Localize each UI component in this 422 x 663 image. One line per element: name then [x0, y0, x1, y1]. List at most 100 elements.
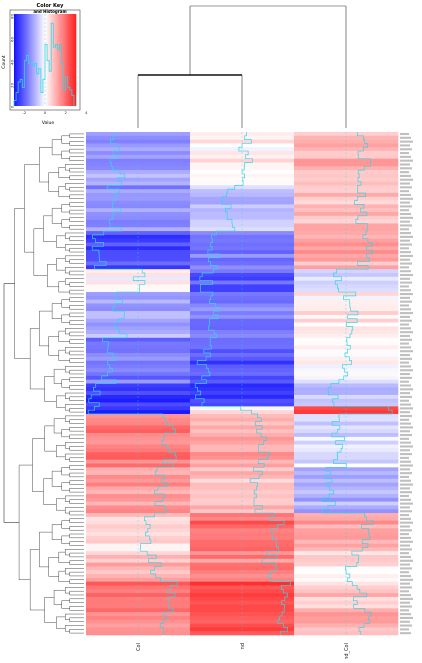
heatmap-cell [190, 177, 295, 182]
row-label-mark [400, 590, 409, 593]
row-label-mark [400, 171, 409, 174]
row-label-mark [400, 323, 409, 326]
heatmap-cell [86, 452, 191, 457]
row-label-mark [400, 144, 410, 147]
heatmap-cell [294, 261, 399, 266]
heatmap-cell [86, 192, 191, 198]
heatmap-cell [190, 341, 295, 346]
color-key-swatch [32, 14, 34, 106]
row-label-mark [400, 464, 413, 467]
row-label-mark [400, 609, 409, 612]
row-label-mark [400, 304, 409, 307]
heatmap-cell [190, 204, 295, 209]
heatmap-cell [190, 368, 295, 373]
heatmap-cell [294, 528, 399, 533]
row-label-mark [400, 243, 412, 246]
heatmap-cell [190, 589, 295, 594]
color-key-swatch [52, 14, 54, 106]
heatmap-cell [190, 497, 295, 502]
row-label-mark [400, 574, 411, 578]
heatmap-cell [86, 417, 191, 422]
heatmap-cell [294, 436, 399, 441]
color-key-swatch [57, 14, 59, 106]
heatmap-cell [86, 276, 191, 281]
color-key-swatch [55, 14, 57, 106]
heatmap-cell [86, 501, 191, 506]
color-key-swatch [69, 14, 72, 106]
heatmap-cell [86, 212, 191, 217]
row-label-mark [400, 479, 411, 482]
heatmap-cell [294, 284, 399, 289]
color-key-swatch [37, 14, 40, 106]
color-key-swatch [51, 14, 53, 106]
row-label-mark [400, 281, 412, 284]
color-key-swatch [15, 14, 17, 106]
heatmap-cell [86, 372, 191, 377]
heatmap-cell [294, 615, 399, 621]
heatmap-cell [294, 196, 399, 201]
heatmap-cell [86, 280, 191, 285]
heatmap-cell [294, 272, 399, 278]
heatmap-cell [86, 600, 191, 605]
heatmap-cell [86, 589, 191, 594]
color-key-swatch [64, 14, 66, 106]
trace-lines [87, 132, 393, 635]
heatmap-cell [190, 524, 295, 529]
heatmap-cell [190, 596, 295, 601]
heatmap-cell [294, 524, 399, 529]
color-key-swatch [42, 14, 45, 106]
color-key-swatch [70, 14, 73, 106]
heatmap-cell [294, 440, 399, 445]
heatmap-cell [86, 269, 191, 274]
heatmap-cell [294, 364, 399, 369]
row-label-mark [400, 407, 413, 410]
heatmap-cell [294, 372, 399, 377]
heatmap-cell [86, 345, 191, 350]
row-label-mark [400, 251, 411, 254]
color-key-swatch [35, 14, 38, 106]
color-key-x-tick: 2 [64, 110, 67, 115]
heatmap-cell [294, 204, 399, 209]
heatmap-cell [86, 612, 191, 617]
color-key-swatch [34, 14, 36, 106]
heatmap-cell [190, 429, 295, 434]
color-key-swatch [61, 14, 63, 106]
row-label-mark [400, 403, 411, 406]
heatmap-cell [294, 509, 399, 514]
row-label-mark [400, 613, 411, 616]
heatmap-cell [294, 200, 399, 205]
heatmap-cell [86, 356, 191, 361]
heatmap-cell [190, 288, 295, 293]
heatmap-cell [294, 212, 399, 217]
color-key-swatch [24, 14, 26, 106]
heatmap-cell [190, 253, 295, 259]
heatmap-cell [190, 593, 295, 598]
row-label-mark [400, 132, 409, 136]
color-key-swatch [58, 14, 60, 106]
row-label-mark [400, 384, 411, 387]
heatmap-cell [190, 581, 295, 586]
heatmap-cell [190, 189, 295, 194]
row-label-mark [400, 540, 413, 543]
row-label-mark [400, 472, 412, 475]
heatmap-cell [294, 345, 399, 350]
color-key-x-tick: 0 [44, 110, 47, 115]
heatmap-cell [86, 261, 191, 266]
heatmap-cell [86, 337, 191, 342]
color-key-swatch [31, 14, 33, 106]
row-label-mark [400, 212, 411, 216]
heatmap-cell [190, 417, 295, 422]
heatmap-cell [190, 257, 295, 262]
row-label-mark [400, 586, 412, 589]
heatmap-cell [294, 288, 399, 293]
heatmap-cell [190, 208, 295, 213]
row-label-mark [400, 411, 410, 414]
heatmap-cell [294, 421, 399, 426]
row-label-mark [400, 315, 410, 318]
column-label: nd [240, 643, 246, 649]
heatmap-cell [190, 516, 295, 521]
color-key-swatch [20, 14, 22, 106]
row-label-mark [400, 437, 409, 440]
row-label-mark [400, 190, 409, 193]
